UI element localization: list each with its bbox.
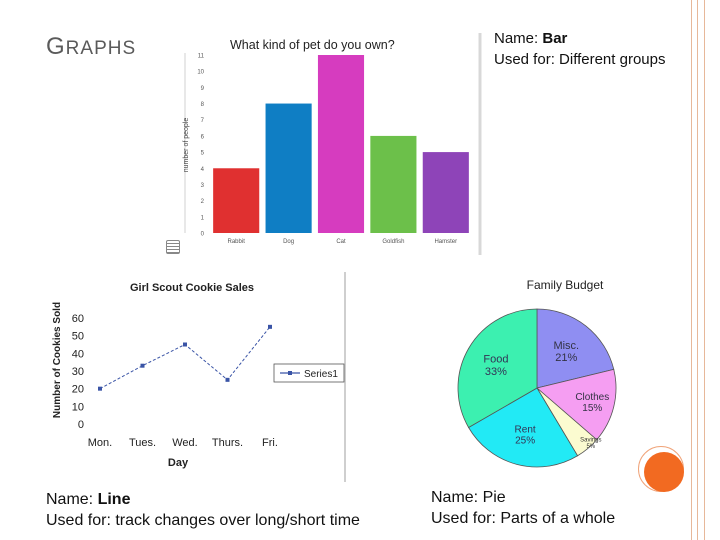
bar-chart-x-tick-label: Dog	[283, 239, 294, 245]
pie-caption: Name: Pie Used for: Parts of a whole	[431, 487, 615, 529]
pie-chart-title: Family Budget	[527, 278, 604, 292]
bar	[265, 103, 312, 233]
line-chart-legend-label: Series1	[304, 369, 338, 380]
pie-slice-percent: 21%	[555, 352, 577, 364]
pie-slice	[468, 387, 579, 468]
bar-chart-y-tick-label: 0	[201, 232, 205, 238]
bar-chart-y-tick-label: 7	[201, 118, 205, 124]
pie-slice	[536, 308, 615, 389]
line-chart-y-tick-label: 40	[72, 348, 84, 360]
line-caption-used-for: Used for: track changes over long/short …	[46, 512, 360, 529]
bar-chart-y-tick-label: 4	[201, 167, 205, 173]
line-chart-x-tick-label: Mon.	[88, 437, 112, 449]
slide-title-first-letter: G	[46, 33, 66, 60]
pie-slice-label: Food	[483, 354, 508, 366]
line-chart-x-axis-label: Day	[168, 457, 189, 469]
line-chart: Girl Scout Cookie Sales Number of Cookie…	[48, 272, 348, 482]
bar-chart-x-tick-label: Hamster	[434, 239, 457, 245]
frame-line	[704, 0, 705, 540]
line-chart-y-axis-label: Number of Cookies Sold	[52, 302, 63, 418]
bar-chart-x-tick-label: Rabbit	[228, 239, 246, 245]
bar-chart-y-tick-label: 6	[201, 134, 205, 140]
line-caption-name: Name: Line	[46, 491, 131, 508]
line-chart-title: Girl Scout Cookie Sales	[130, 282, 254, 294]
bar-chart-x-tick-label: Goldfish	[382, 239, 404, 245]
pie-slice-label: Savings	[580, 438, 601, 444]
pie-slice	[457, 308, 538, 429]
bar	[370, 135, 417, 233]
line-chart-y-tick-label: 60	[72, 313, 84, 325]
pie-caption-used-for: Used for: Parts of a whole	[431, 510, 616, 527]
line-chart-x-tick-label: Tues.	[129, 437, 156, 449]
pie-slice-percent: 5%	[586, 444, 595, 450]
line-chart-y-tick-label: 0	[78, 419, 84, 431]
line-chart-legend-marker	[288, 371, 292, 375]
line-chart-y-tick-label: 10	[72, 401, 84, 413]
frame-line	[697, 0, 698, 540]
line-point	[140, 363, 145, 368]
line-caption: Name: Line Used for: track changes over …	[46, 489, 360, 531]
bar-chart-y-tick-label: 9	[201, 86, 205, 92]
table-icon	[166, 240, 180, 254]
line-point	[183, 342, 187, 347]
line-point	[225, 377, 230, 382]
bar-caption-used-for: Used for: Different groups	[494, 51, 666, 68]
line-chart-y-tick-label: 30	[72, 366, 84, 378]
bar	[317, 55, 365, 233]
bar-chart-y-tick-label: 11	[198, 54, 205, 60]
line-chart-x-tick-label: Thurs.	[212, 437, 243, 449]
pie-slice-percent: 15%	[582, 403, 602, 414]
bar-chart-y-tick-label: 1	[201, 215, 205, 221]
pie-slice-label: Rent	[515, 424, 536, 435]
bar-chart-title: What kind of pet do you own?	[230, 38, 395, 52]
bar-chart-y-tick-label: 8	[201, 102, 205, 108]
line-chart-y-tick-label: 20	[72, 384, 84, 396]
bar	[213, 168, 260, 233]
bar	[422, 152, 469, 233]
pie-slice	[536, 368, 617, 441]
line-chart-x-tick-label: Wed.	[172, 437, 197, 449]
line-chart-y-tick-label: 50	[72, 331, 84, 343]
bar-chart-x-tick-label: Cat	[336, 239, 346, 245]
decorative-circle	[644, 452, 684, 492]
pie-slice-label: Clothes	[575, 392, 609, 403]
line-point	[268, 324, 272, 329]
line-point	[98, 386, 102, 391]
pie-caption-name: Name: Pie	[431, 489, 506, 506]
slide-title: GRAPHS	[46, 33, 136, 61]
bar-chart: What kind of pet do you own? number of p…	[180, 33, 482, 255]
pie-slice-label: Misc.	[553, 340, 579, 352]
bar-chart-y-tick-label: 2	[201, 199, 205, 205]
bar-chart-y-tick-label: 5	[201, 151, 205, 157]
bar-caption: Name: Bar Used for: Different groups	[494, 28, 665, 70]
pie-slice-percent: 33%	[485, 366, 507, 378]
slide-title-rest: RAPHS	[65, 38, 137, 59]
line-chart-x-tick-label: Fri.	[262, 437, 278, 449]
frame-line	[691, 0, 692, 540]
bar-chart-y-tick-label: 10	[197, 70, 204, 76]
line-chart-legend-box	[273, 363, 345, 383]
bar-caption-name: Name: Bar	[494, 30, 568, 47]
pie-slice-percent: 25%	[515, 435, 535, 446]
bar-chart-y-tick-label: 3	[201, 183, 205, 189]
bar-chart-y-axis-label: number of people	[183, 118, 190, 173]
